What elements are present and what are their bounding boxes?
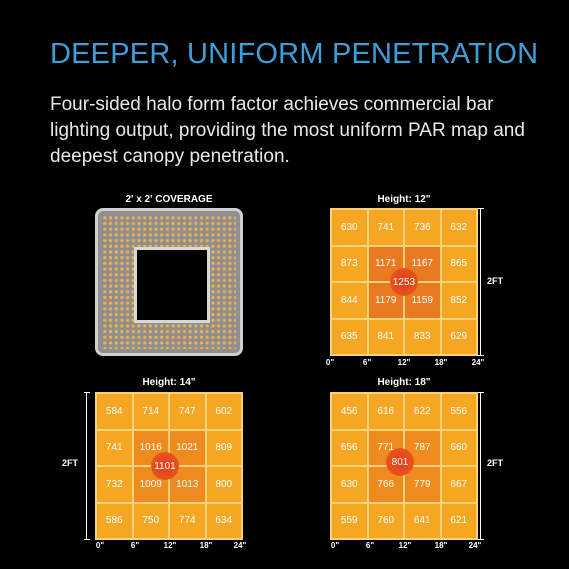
par-peak-marker: 1253 — [390, 268, 418, 296]
x-tick: 24" — [471, 358, 485, 367]
par-cell: 852 — [441, 283, 476, 318]
coverage-label: 2' x 2' COVERAGE — [125, 194, 213, 205]
par-cell: 747 — [170, 394, 205, 429]
panel-center-opening — [134, 247, 210, 323]
x-axis-ticks: 0" 6" 12" 18" 24" — [326, 358, 498, 370]
x-tick: 12" — [163, 541, 177, 550]
x-tick: 18" — [434, 358, 448, 367]
par-cell: 800 — [206, 467, 241, 502]
par-map-18in: 456 616 622 556 656 771 787 660 630 766 … — [330, 392, 478, 540]
par-cell: 632 — [441, 210, 476, 245]
par-cell: 556 — [441, 394, 476, 429]
par-peak-marker: 801 — [386, 448, 414, 476]
par-cell: 750 — [133, 503, 168, 538]
par-cell: 844 — [332, 283, 367, 318]
x-tick: 12" — [398, 541, 412, 550]
par-cell: 865 — [441, 246, 476, 281]
x-tick: 18" — [199, 541, 213, 550]
x-axis-ticks: 0" 6" 12" 18" 24" — [96, 541, 268, 553]
height-scale-bar — [84, 392, 90, 540]
x-tick: 6" — [365, 541, 375, 550]
side-label: 2FT — [487, 276, 504, 286]
par-cell: 616 — [368, 394, 403, 429]
par-cell: 634 — [206, 503, 241, 538]
map-title-12in: Height: 12" — [377, 194, 431, 205]
par-cell: 809 — [206, 430, 241, 465]
par-cell: 586 — [97, 503, 132, 538]
par-map-14in: 584 714 747 602 741 1016 1021 809 732 10… — [95, 392, 243, 540]
headline: DEEPER, UNIFORM PENETRATION — [50, 38, 539, 70]
x-tick: 24" — [233, 541, 247, 550]
par-cell: 584 — [97, 394, 132, 429]
par-cell: 635 — [332, 319, 367, 354]
par-cell: 741 — [368, 210, 403, 245]
subheadline: Four-sided halo form factor achieves com… — [50, 94, 525, 167]
height-scale-bar — [478, 208, 484, 356]
par-cell: 456 — [332, 394, 367, 429]
par-cell: 621 — [441, 503, 476, 538]
par-cell: 779 — [405, 467, 440, 502]
par-cell: 629 — [441, 319, 476, 354]
par-cell: 630 — [332, 467, 367, 502]
par-cell: 736 — [405, 210, 440, 245]
par-cell: 660 — [441, 430, 476, 465]
par-cell: 559 — [332, 503, 367, 538]
side-label: 2FT — [62, 458, 79, 468]
x-axis-ticks: 0" 6" 12" 18" 24" — [331, 541, 503, 553]
x-tick: 0" — [95, 541, 105, 550]
par-cell: 741 — [97, 430, 132, 465]
map-title-14in: Height: 14" — [142, 377, 196, 388]
height-scale-bar — [478, 392, 484, 540]
map-title-18in: Height: 18" — [377, 377, 431, 388]
par-cell: 841 — [368, 319, 403, 354]
grow-light-panel-image — [95, 208, 243, 356]
par-cell: 630 — [332, 210, 367, 245]
par-cell: 714 — [133, 394, 168, 429]
par-cell: 833 — [405, 319, 440, 354]
x-tick: 6" — [130, 541, 140, 550]
x-tick: 0" — [325, 358, 335, 367]
side-label: 2FT — [487, 458, 504, 468]
x-tick: 0" — [330, 541, 340, 550]
x-tick: 24" — [468, 541, 482, 550]
par-cell: 873 — [332, 246, 367, 281]
par-peak-marker: 1101 — [151, 452, 179, 480]
par-cell: 760 — [368, 503, 403, 538]
par-cell: 667 — [441, 467, 476, 502]
par-cell: 641 — [405, 503, 440, 538]
x-tick: 18" — [434, 541, 448, 550]
x-tick: 6" — [362, 358, 372, 367]
par-cell: 656 — [332, 430, 367, 465]
par-cell: 622 — [405, 394, 440, 429]
par-cell: 774 — [170, 503, 205, 538]
par-cell: 732 — [97, 467, 132, 502]
x-tick: 12" — [397, 358, 411, 367]
par-cell: 602 — [206, 394, 241, 429]
